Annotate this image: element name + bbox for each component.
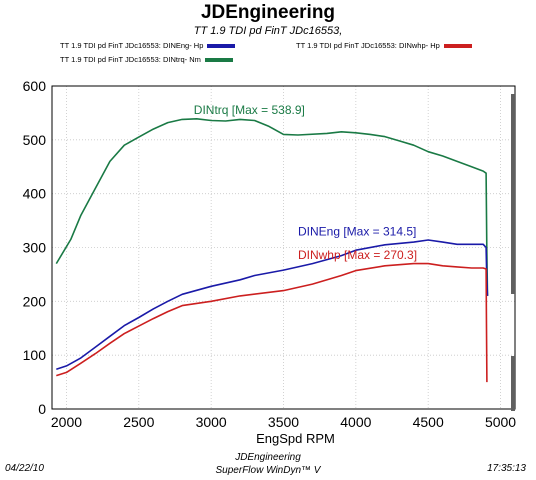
legend-label-dinwhp: TT 1.9 TDI pd FinT JDc16553: DINwhp- Hp [296, 41, 440, 50]
frame-shade-top [511, 94, 515, 294]
legend-swatch-dineng [207, 44, 236, 49]
x-tick-label: 3500 [268, 414, 299, 430]
y-tick-label: 400 [23, 186, 47, 202]
legend-label-dineng: TT 1.9 TDI pd FinT JDc16553: DINEng- Hp [60, 41, 204, 50]
y-tick-label: 200 [23, 293, 47, 309]
x-tick-label: 3000 [196, 414, 227, 430]
x-tick-label: 5000 [485, 414, 516, 430]
legend-item-dintrq: TT 1.9 TDI pd FinT JDc16553: DINtrq- Nm [60, 55, 233, 64]
x-tick-label: 2000 [51, 414, 82, 430]
y-tick-label: 500 [23, 132, 47, 148]
y-tick-label: 100 [23, 347, 47, 363]
legend-label-dintrq: TT 1.9 TDI pd FinT JDc16553: DINtrq- Nm [60, 55, 201, 64]
annotation-dintrq: DINtrq [Max = 538.9] [194, 103, 305, 117]
annotation-dineng: DINEng [Max = 314.5] [298, 225, 416, 239]
chart-title: JDEngineering [200, 2, 336, 23]
x-tick-label: 4000 [340, 414, 371, 430]
footer-company: JDEngineering [235, 452, 301, 463]
y-tick-label: 0 [38, 401, 46, 417]
legend-swatch-dintrq [204, 58, 233, 63]
x-axis-label: EngSpd RPM [256, 431, 335, 446]
legend-item-dineng: TT 1.9 TDI pd FinT JDc16553: DINEng- Hp [60, 41, 236, 50]
legend-item-dinwhp: TT 1.9 TDI pd FinT JDc16553: DINwhp- Hp [296, 41, 472, 50]
y-tick-label: 300 [23, 240, 47, 256]
series-line-dintrq [55, 118, 489, 296]
frame-shade-bottom [511, 356, 515, 411]
x-tick-label: 4500 [413, 414, 444, 430]
footer-time: 17:35:13 [487, 463, 526, 474]
series-line-dineng [56, 239, 489, 370]
annotation-dinwhp: DINwhp [Max = 270.3] [298, 248, 417, 262]
footer-software: SuperFlow WinDyn™ V [215, 465, 321, 476]
y-tick-label: 600 [23, 78, 47, 94]
x-tick-label: 2500 [123, 414, 154, 430]
series-line-dinwhp [56, 262, 488, 383]
legend-swatch-dinwhp [443, 44, 472, 49]
footer-date: 04/22/10 [5, 463, 44, 474]
chart-subtitle: TT 1.9 TDI pd FinT JDc16553, [193, 25, 343, 37]
